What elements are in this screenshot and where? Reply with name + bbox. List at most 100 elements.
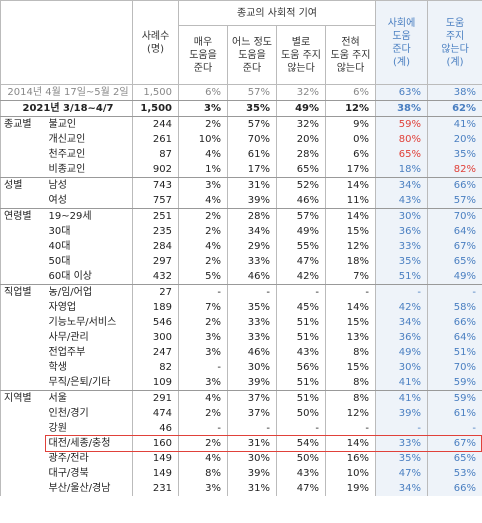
group-label: [0, 345, 47, 360]
value-cell: 149: [132, 466, 179, 481]
group-label: [0, 436, 47, 451]
row-label: 무직/은퇴/기타: [46, 375, 133, 391]
value-cell: 57%: [427, 193, 482, 209]
row-label: 30대: [46, 224, 133, 239]
header-line: 매우: [193, 36, 213, 48]
value-cell: 39%: [227, 193, 277, 209]
value-cell: -: [227, 421, 277, 436]
value-cell: 34%: [227, 224, 277, 239]
value-cell: 49%: [276, 224, 326, 239]
table-row: 전업주부 247 3% 46% 43% 8% 49% 51%: [0, 345, 482, 360]
value-cell: 15%: [324, 360, 377, 375]
header-line: 준다: [242, 62, 262, 74]
value-cell: 28%: [276, 147, 326, 162]
value-cell: 39%: [227, 375, 277, 391]
table-header: 사례수 (명) 종교의 사회적 기여 사회에 도움 준다 (계) 도움 주지 않는다 (계) 매우 도움…: [0, 0, 482, 85]
row-label: 2021년 3/18~4/7: [0, 100, 133, 117]
value-cell: 41%: [427, 116, 482, 132]
value-cell: 31%: [227, 177, 277, 193]
value-cell: 38%: [427, 84, 482, 101]
value-cell: 59%: [375, 116, 429, 132]
value-cell: 46%: [227, 269, 277, 285]
table-row: 개신교인 261 10% 70% 20% 0% 80% 20%: [0, 132, 482, 147]
row-label: 대전/세종/충청: [46, 436, 133, 451]
value-cell: 1%: [178, 162, 228, 178]
value-cell: 743: [132, 177, 179, 193]
value-cell: 10%: [178, 132, 228, 147]
row-label: 2014년 4월 17일~5월 2일: [0, 84, 133, 101]
header-line: (계): [393, 56, 411, 68]
value-cell: 64%: [427, 330, 482, 345]
header-line: 사례수: [141, 30, 170, 42]
value-cell: 3%: [178, 345, 228, 360]
value-cell: 82: [132, 360, 179, 375]
value-cell: 3%: [178, 100, 228, 117]
value-cell: 7%: [324, 269, 377, 285]
value-cell: 2%: [178, 116, 228, 132]
value-cell: 30%: [375, 360, 429, 375]
table-row: 종교별 불교인 244 2% 57% 32% 9% 59% 41%: [0, 116, 482, 132]
value-cell: 231: [132, 481, 179, 496]
value-cell: -: [375, 421, 429, 436]
value-cell: 45%: [276, 300, 326, 315]
value-cell: 87: [132, 147, 179, 162]
header-line: 도움 주지: [281, 49, 321, 61]
value-cell: 59%: [427, 390, 482, 406]
value-cell: 14%: [324, 300, 377, 315]
value-cell: 32%: [276, 116, 326, 132]
value-cell: 43%: [276, 345, 326, 360]
value-cell: 284: [132, 239, 179, 254]
row-label: 사무/관리: [46, 330, 133, 345]
table-row: 강원 46- - - - - -: [0, 421, 482, 436]
row-label: 서울: [46, 390, 133, 406]
value-cell: 67%: [427, 436, 482, 451]
value-cell: 49%: [427, 269, 482, 285]
row-label: 대구/경북: [46, 466, 133, 481]
value-cell: -: [324, 421, 377, 436]
value-cell: 34%: [375, 315, 429, 330]
group-label: [0, 330, 47, 345]
table-row: 성별 남성 743 3% 31% 52% 14% 34% 66%: [0, 177, 482, 193]
group-label: 성별: [0, 177, 47, 193]
survey-table: 사례수 (명) 종교의 사회적 기여 사회에 도움 준다 (계) 도움 주지 않는다 (계) 매우 도움…: [0, 0, 482, 496]
value-cell: 37%: [227, 390, 277, 406]
value-cell: 2%: [178, 436, 228, 451]
value-cell: 12%: [324, 100, 377, 117]
row-label: 천주교인: [46, 147, 133, 162]
value-cell: 65%: [427, 451, 482, 466]
value-cell: 66%: [427, 177, 482, 193]
value-cell: 11%: [324, 193, 377, 209]
value-cell: 2%: [178, 208, 228, 224]
value-cell: 51%: [375, 269, 429, 285]
value-cell: 49%: [276, 100, 326, 117]
value-cell: 235: [132, 224, 179, 239]
value-cell: 55%: [276, 239, 326, 254]
row-label: 광주/전라: [46, 451, 133, 466]
value-cell: 297: [132, 254, 179, 269]
table-row: 천주교인 87 4% 61% 28% 6% 65% 35%: [0, 147, 482, 162]
value-cell: 43%: [375, 193, 429, 209]
table-row: 대구/경북 149 8% 39% 43% 10% 47% 53%: [0, 466, 482, 481]
value-cell: 9%: [324, 116, 377, 132]
value-cell: 82%: [427, 162, 482, 178]
value-cell: 39%: [375, 406, 429, 421]
value-cell: 38%: [375, 100, 429, 117]
value-cell: 57%: [227, 116, 277, 132]
value-cell: 36%: [375, 224, 429, 239]
value-cell: 65%: [375, 147, 429, 162]
value-cell: 244: [132, 116, 179, 132]
value-cell: 14%: [324, 208, 377, 224]
value-cell: 46: [132, 421, 179, 436]
row-label: 40대: [46, 239, 133, 254]
value-cell: 27: [132, 284, 179, 300]
table-row: 지역별 서울 291 4% 37% 51% 8% 41% 59%: [0, 390, 482, 406]
table-row: 연령별 19~29세 251 2% 28% 57% 14% 30% 70%: [0, 208, 482, 224]
value-cell: 66%: [427, 481, 482, 496]
value-cell: -: [178, 284, 228, 300]
group-label: [0, 315, 47, 330]
table-row: 자영업 189 7% 35% 45% 14% 42% 58%: [0, 300, 482, 315]
value-cell: 70%: [427, 360, 482, 375]
group-label: [0, 132, 47, 147]
table-row: 직업별 농/임/어업 27- - - - - -: [0, 284, 482, 300]
value-cell: 8%: [324, 375, 377, 391]
